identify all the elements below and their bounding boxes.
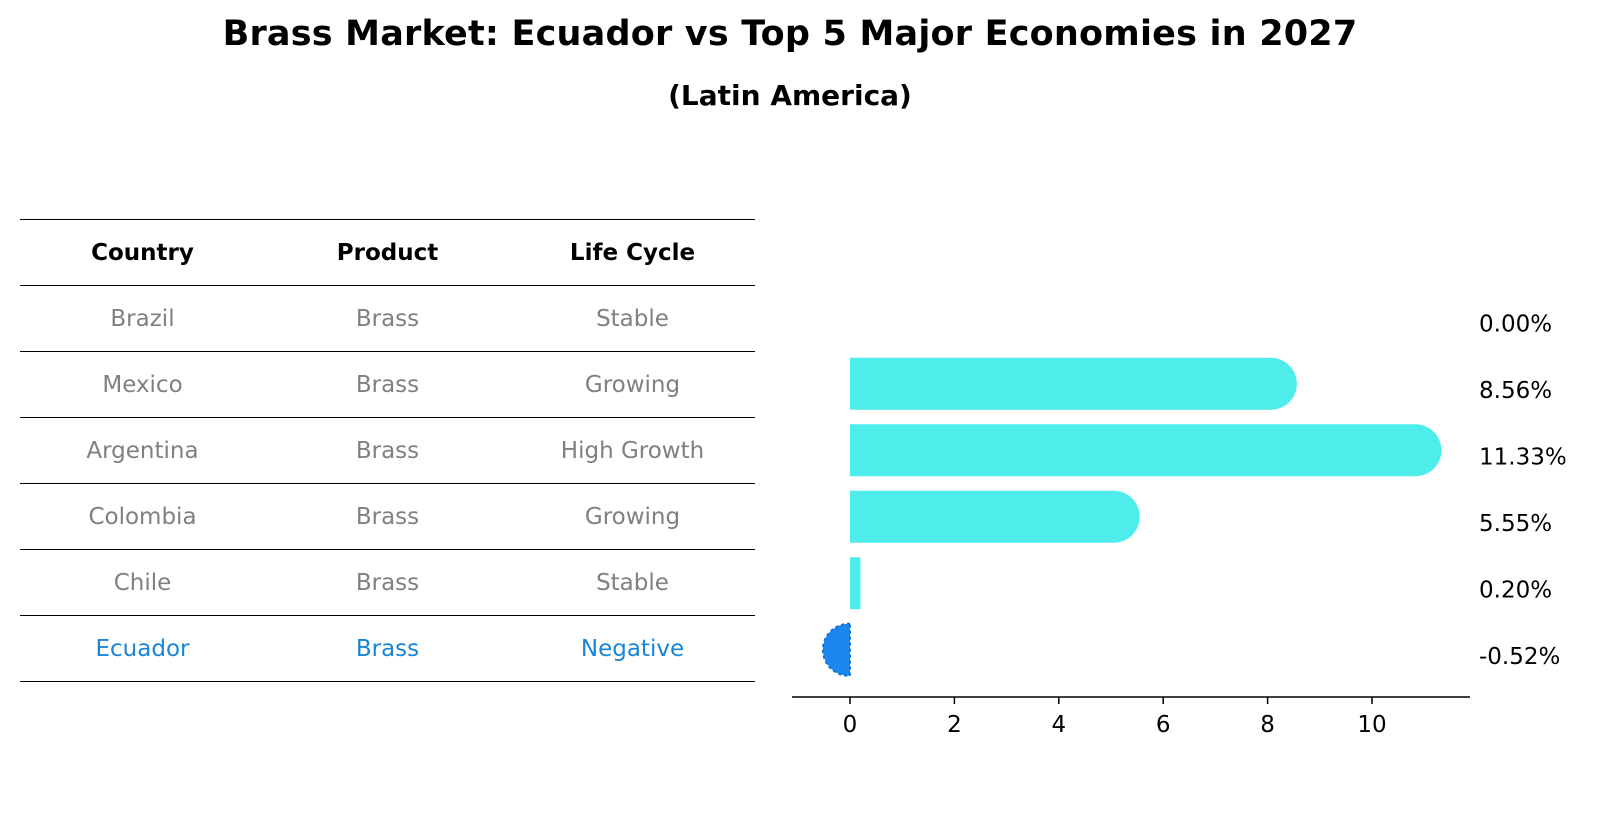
table-row: Mexico Brass Growing bbox=[20, 351, 755, 418]
bar-chile bbox=[850, 557, 861, 610]
cell-product: Brass bbox=[265, 285, 510, 352]
header-product: Product bbox=[265, 219, 510, 286]
bar-argentina bbox=[850, 424, 1442, 477]
cell-country: Argentina bbox=[20, 417, 265, 484]
cell-product: Brass bbox=[265, 549, 510, 616]
cell-product: Brass bbox=[265, 351, 510, 418]
x-tick-label: 4 bbox=[1051, 712, 1066, 738]
cell-product: Brass bbox=[265, 417, 510, 484]
value-label: 5.55% bbox=[1479, 511, 1552, 537]
header-country: Country bbox=[20, 219, 265, 286]
value-label: 0.20% bbox=[1479, 577, 1552, 603]
cell-life-cycle: Negative bbox=[510, 615, 755, 682]
table-row: Chile Brass Stable bbox=[20, 549, 755, 616]
bar-colombia bbox=[850, 490, 1140, 543]
chart-title: Brass Market: Ecuador vs Top 5 Major Eco… bbox=[222, 14, 1358, 54]
cell-country: Colombia bbox=[20, 483, 265, 550]
cell-life-cycle: Stable bbox=[510, 549, 755, 616]
cell-life-cycle: Stable bbox=[510, 285, 755, 352]
cell-country: Chile bbox=[20, 549, 265, 616]
table-header-row: Country Product Life Cycle bbox=[20, 219, 755, 286]
cell-life-cycle: High Growth bbox=[510, 417, 755, 484]
header-life-cycle: Life Cycle bbox=[510, 219, 755, 286]
table-row: Brazil Brass Stable bbox=[20, 285, 755, 352]
cell-country: Ecuador bbox=[20, 615, 265, 682]
chart-subtitle: (Latin America) bbox=[668, 79, 912, 112]
comparison-table: Country Product Life Cycle Brazil Brass … bbox=[20, 219, 755, 682]
bar-ecuador bbox=[821, 622, 851, 677]
value-label: 8.56% bbox=[1479, 378, 1552, 404]
value-label: 0.00% bbox=[1479, 311, 1552, 337]
x-tick-label: 8 bbox=[1260, 712, 1275, 738]
table-row-highlighted: Ecuador Brass Negative bbox=[20, 615, 755, 682]
x-tick-label: 6 bbox=[1156, 712, 1171, 738]
cell-country: Mexico bbox=[20, 351, 265, 418]
cell-product: Brass bbox=[265, 483, 510, 550]
value-label: -0.52% bbox=[1479, 644, 1560, 670]
cell-country: Brazil bbox=[20, 285, 265, 352]
cell-life-cycle: Growing bbox=[510, 351, 755, 418]
cell-product: Brass bbox=[265, 615, 510, 682]
x-tick-label: 10 bbox=[1357, 712, 1386, 738]
x-tick-label: 0 bbox=[843, 712, 858, 738]
bar-mexico bbox=[850, 357, 1297, 410]
x-tick-label: 2 bbox=[947, 712, 962, 738]
value-label: 11.33% bbox=[1479, 444, 1567, 470]
cell-life-cycle: Growing bbox=[510, 483, 755, 550]
table-row: Argentina Brass High Growth bbox=[20, 417, 755, 484]
table-row: Colombia Brass Growing bbox=[20, 483, 755, 550]
